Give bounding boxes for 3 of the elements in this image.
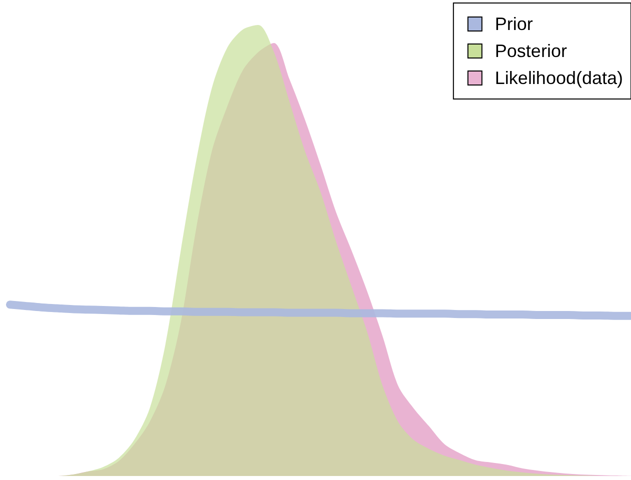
legend-label: Posterior <box>494 41 567 61</box>
legend-label: Prior <box>494 14 533 34</box>
legend-label: Likelihood(data) <box>494 68 624 88</box>
